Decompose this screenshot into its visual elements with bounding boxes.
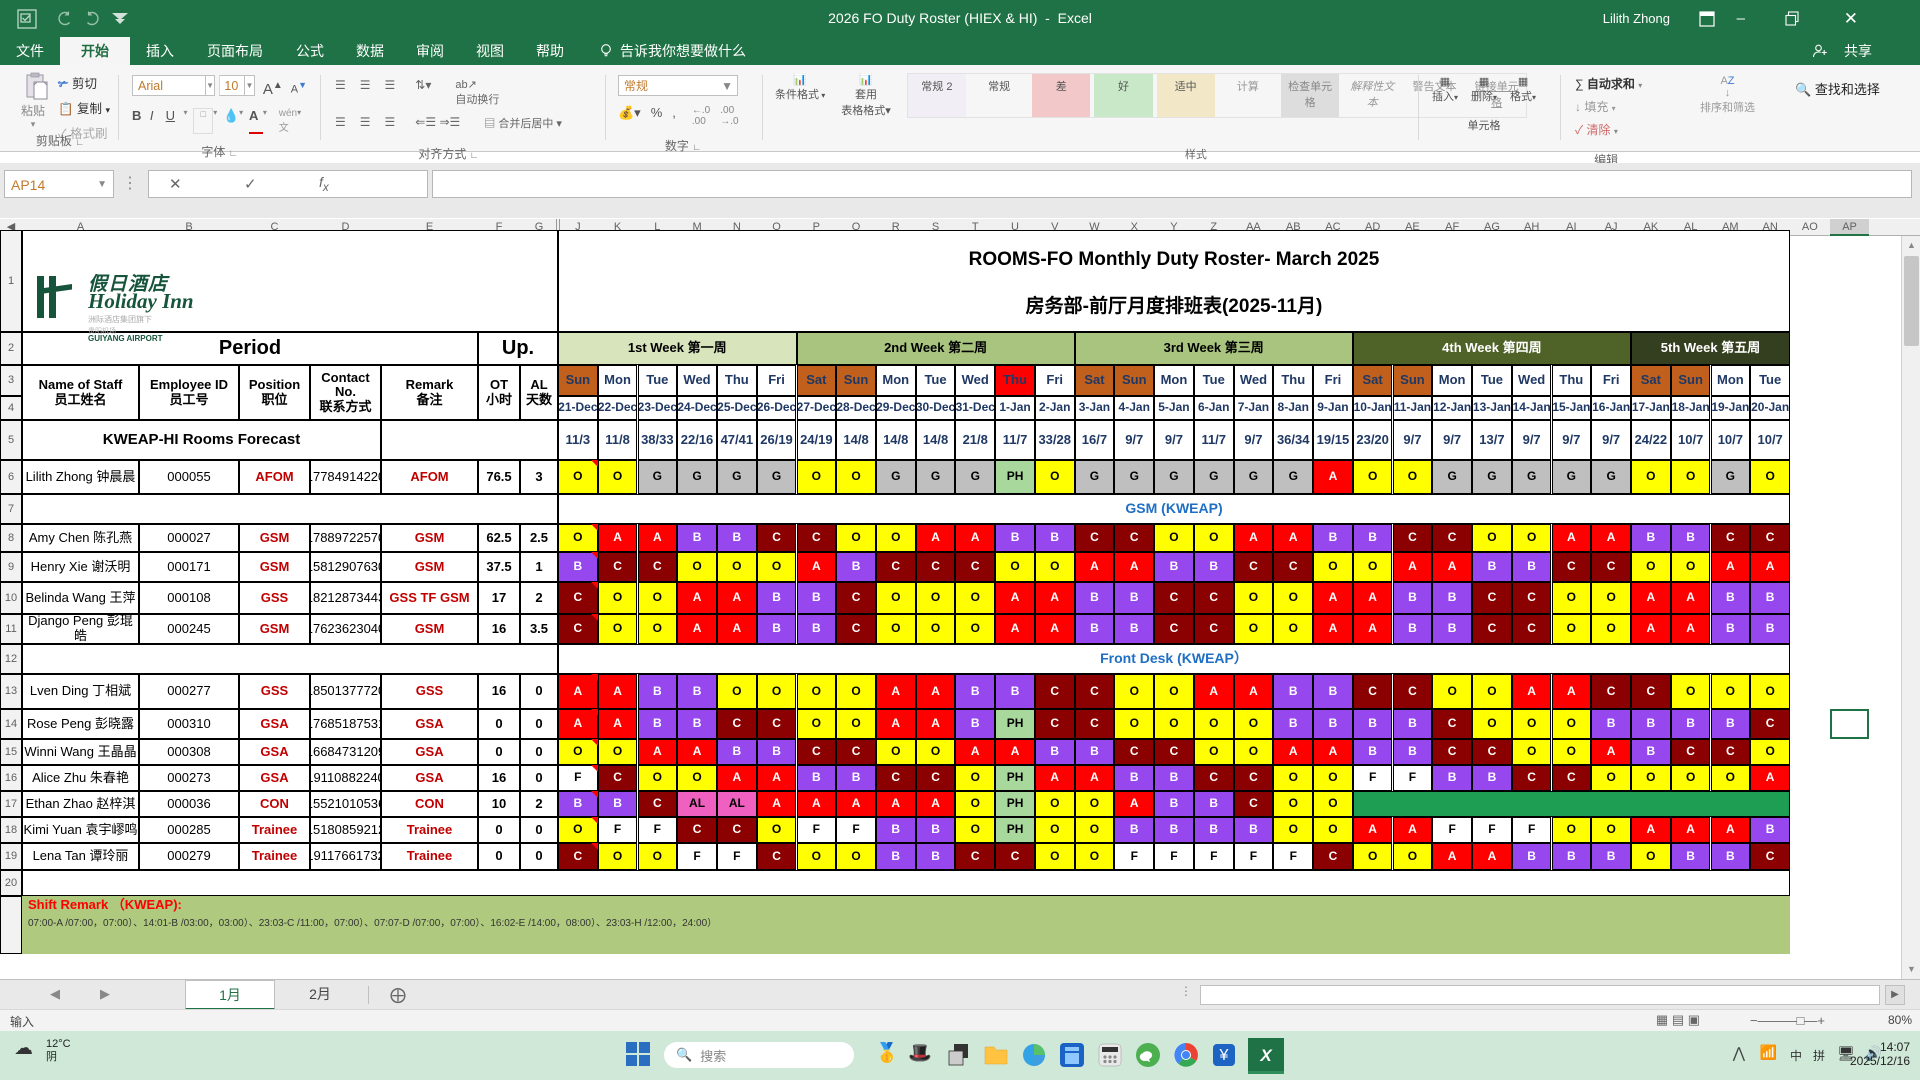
- svg-text:¥: ¥: [1219, 1047, 1229, 1064]
